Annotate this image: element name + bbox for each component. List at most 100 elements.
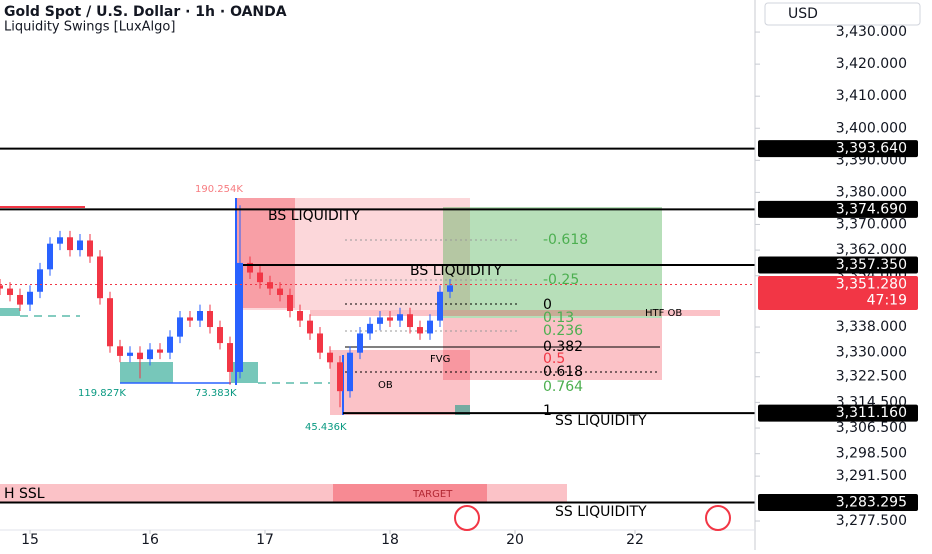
price-badge-label: 3,311.160 [836, 405, 907, 421]
logo-circle [454, 505, 480, 531]
candle-body [307, 320, 313, 334]
zone [455, 405, 470, 415]
candle-body [37, 269, 43, 292]
candle-body [437, 291, 443, 321]
fib-label: 0.618 [543, 364, 583, 380]
x-tick-label: 20 [506, 532, 524, 548]
price-badge-label: 3,283.295 [836, 494, 907, 510]
annotations: BS LIQUIDITY BS LIQUIDITY SS LIQUIDITY S… [4, 184, 682, 520]
x-tick-label: 18 [381, 532, 399, 548]
candle-body [87, 240, 93, 257]
candle-body [397, 314, 403, 321]
volume-label: 190.254K [195, 184, 243, 195]
candle-body [387, 317, 393, 321]
zones [0, 198, 720, 502]
candle-body [187, 317, 193, 321]
fib-label: 1 [543, 403, 552, 419]
candle-body [217, 327, 223, 344]
price-badge-label: 3,374.690 [836, 201, 907, 217]
y-tick-label: 3,291.500 [836, 468, 907, 484]
zone [443, 207, 662, 318]
candle-body [367, 323, 373, 334]
zone [443, 318, 662, 380]
fib-label: 0.764 [543, 379, 583, 395]
htf-ob: HTF OB [645, 308, 682, 319]
y-tick-label: 3,410.000 [836, 88, 907, 104]
candle-body [287, 294, 293, 312]
candle-body [407, 314, 413, 328]
price-badge-label: 3,351.280 [836, 276, 907, 292]
fib-label: 0.236 [543, 323, 583, 339]
x-tick-label: 17 [256, 532, 274, 548]
zone [310, 310, 720, 316]
y-tick-label: 3,420.000 [836, 56, 907, 72]
y-tick-label: 3,400.000 [836, 120, 907, 136]
ss-liquidity: SS LIQUIDITY [555, 413, 647, 429]
zone [333, 484, 487, 502]
candle-body [447, 285, 453, 292]
candle-body [257, 272, 263, 283]
candle-body [157, 349, 163, 353]
price-badge [758, 140, 918, 158]
candle-body [127, 352, 133, 356]
candle-body [207, 311, 213, 328]
candle-body [347, 352, 353, 392]
x-tick-label: 15 [21, 532, 39, 548]
fib-label: -0.618 [543, 232, 588, 248]
candle-body [7, 288, 13, 295]
y-tick-label: 3,330.000 [836, 345, 907, 361]
fib-label: 0 [543, 297, 552, 313]
y-tick-label: 3,322.500 [836, 369, 907, 385]
candle-body [147, 349, 153, 360]
price-badge [758, 404, 918, 422]
zone [120, 362, 173, 383]
candle-body [177, 317, 183, 337]
y-tick-label: 3,380.000 [836, 184, 907, 200]
price-badge [758, 493, 918, 511]
x-tick-label: 22 [626, 532, 644, 548]
candle-body [17, 294, 23, 305]
title: Gold Spot / U.S. Dollar · 1h · OANDA [4, 4, 287, 20]
candle-body [297, 311, 303, 321]
countdown: 47:19 [867, 292, 907, 308]
candle-body [237, 262, 243, 372]
y-tick-label: 3,306.500 [836, 420, 907, 436]
candle-body [357, 333, 363, 353]
ob: OB [378, 380, 393, 391]
bs-liquidity: BS LIQUIDITY [268, 208, 360, 224]
y-tick-label: 3,338.000 [836, 319, 907, 335]
fib-label: 0.13 [543, 310, 574, 326]
candle-body [47, 243, 53, 270]
candle-body [267, 282, 273, 289]
candle-body [57, 237, 63, 244]
y-tick-label: 3,298.500 [836, 446, 907, 462]
candle-body [277, 288, 283, 295]
candle-body [197, 311, 203, 321]
price-badge-label: 3,393.640 [836, 141, 907, 157]
candle-body [97, 256, 103, 299]
fib-label: -0.25 [543, 272, 579, 288]
price-badge [758, 256, 918, 274]
plot [0, 147, 755, 504]
candle-body [327, 352, 333, 363]
y-tick-label: 3,362.000 [836, 242, 907, 258]
bs-liquidity: BS LIQUIDITY [410, 263, 502, 279]
candle-body [227, 343, 233, 372]
volume-label: 119.827K [78, 388, 126, 399]
zone [330, 350, 470, 415]
fib-label: 0.382 [543, 339, 583, 355]
h-ssl: H SSL [4, 486, 45, 502]
candle-body [27, 291, 33, 305]
indicator: Liquidity Swings [LuxAlgo] [4, 20, 175, 35]
candle-body [427, 320, 433, 334]
ss-liquidity: SS LIQUIDITY [555, 504, 647, 520]
y-tick-label: 3,277.500 [836, 513, 907, 529]
candle-body [337, 362, 343, 392]
y-tick-label: 3,370.000 [836, 216, 907, 232]
currency-button[interactable] [764, 2, 921, 26]
volume-label: 73.383K [195, 388, 237, 399]
candle-body [107, 298, 113, 347]
currency[interactable]: USD [788, 6, 818, 22]
